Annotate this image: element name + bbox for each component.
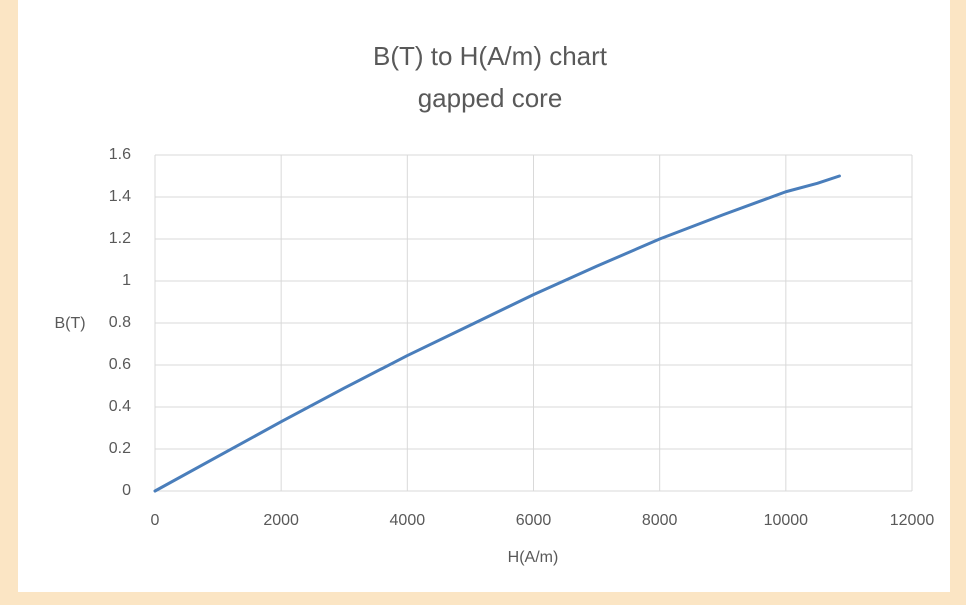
y-tick-label: 1	[122, 272, 131, 289]
x-tick-label: 8000	[642, 512, 678, 529]
x-tick-label: 0	[151, 512, 160, 529]
chart-subtitle: gapped core	[418, 83, 563, 113]
x-tick-label: 12000	[890, 512, 935, 529]
y-tick-label: 1.2	[109, 230, 131, 247]
y-tick-label: 1.6	[109, 146, 131, 163]
x-tick-label: 4000	[390, 512, 426, 529]
x-tick-label: 10000	[764, 512, 809, 529]
y-tick-label: 0.4	[109, 398, 131, 415]
y-tick-label: 0.2	[109, 440, 131, 457]
x-axis-label: H(A/m)	[508, 549, 559, 566]
y-tick-label: 0	[122, 482, 131, 499]
y-tick-label: 1.4	[109, 188, 131, 205]
x-tick-label: 2000	[263, 512, 299, 529]
y-tick-label: 0.8	[109, 314, 131, 331]
y-tick-label: 0.6	[109, 356, 131, 373]
chart-area	[18, 0, 950, 592]
x-tick-label: 6000	[516, 512, 552, 529]
y-axis-label: B(T)	[54, 315, 85, 332]
data-line	[153, 174, 841, 493]
chart-title: B(T) to H(A/m) chart	[373, 41, 608, 71]
